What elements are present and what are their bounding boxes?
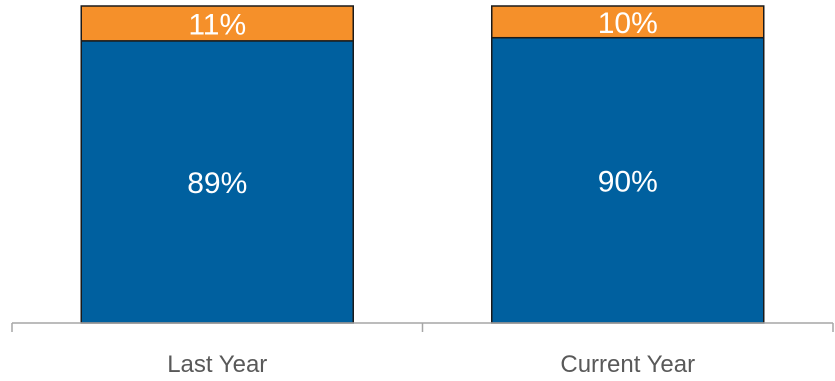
segment-labels: 89% 11% 90% 10% <box>187 7 658 200</box>
data-label-last-year-series-1: 89% <box>187 167 247 200</box>
category-label-current-year: Current Year <box>560 351 695 378</box>
data-label-last-year-series-2: 11% <box>188 8 246 41</box>
category-labels: Last Year Current Year <box>167 351 695 378</box>
bar-segments <box>80 5 765 324</box>
data-label-current-year-series-2: 10% <box>598 7 658 40</box>
x-axis <box>11 322 834 332</box>
bar-last-year-series-1 <box>80 40 354 324</box>
category-label-last-year: Last Year <box>167 351 267 378</box>
bar-current-year-series-2 <box>491 5 765 39</box>
data-label-current-year-series-1: 90% <box>598 165 658 198</box>
bar-last-year-series-2 <box>80 5 354 42</box>
